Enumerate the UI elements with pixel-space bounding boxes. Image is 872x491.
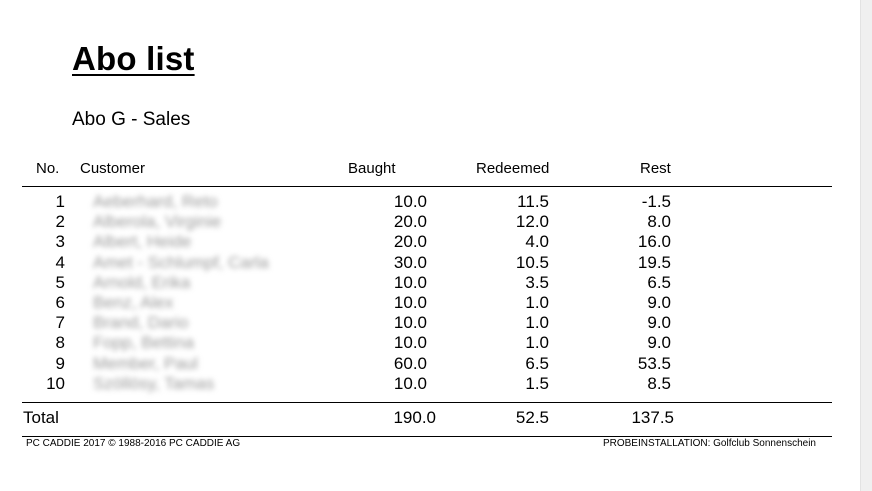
row-rest: 16.0: [637, 232, 671, 252]
row-baught: 10.0: [393, 373, 427, 393]
vertical-scrollbar[interactable]: [860, 0, 872, 491]
row-customer: Fopp, Bettina: [93, 333, 195, 353]
total-redeemed: 52.5: [515, 408, 549, 427]
column-header-redeemed: Redeemed: [476, 160, 550, 177]
table-row: 4 Amet - Schlumpf, Carla 30.0 10.5 19.5: [0, 253, 860, 273]
row-number: 1: [55, 192, 65, 211]
row-baught: 20.0: [393, 212, 427, 232]
row-baught: 10.0: [393, 313, 427, 333]
row-number: 2: [55, 212, 65, 232]
table-row: 1 Aeberhard, Reto 10.0 11.5 -1.5: [0, 192, 860, 212]
row-baught: 10.0: [393, 292, 427, 312]
row-redeemed: 10.5: [515, 252, 549, 272]
row-rest: 8.0: [647, 212, 671, 232]
table-row: 2 Alberola, Virginie 20.0 12.0 8.0: [0, 212, 860, 232]
row-number: 9: [55, 353, 65, 373]
row-number: 7: [55, 313, 65, 333]
row-baught: 10.0: [393, 192, 427, 211]
row-redeemed: 1.0: [525, 333, 549, 353]
row-customer: Benz, Alex: [93, 292, 174, 312]
row-redeemed: 1.0: [525, 313, 549, 333]
table-row: 5 Arnold, Erika 10.0 3.5 6.5: [0, 273, 860, 293]
row-customer: Albert, Heide: [93, 232, 192, 252]
row-rest: -1.5: [641, 192, 671, 211]
row-rest: 6.5: [647, 272, 671, 292]
row-redeemed: 11.5: [517, 192, 549, 211]
footer-copyright: PC CADDIE 2017 © 1988-2016 PC CADDIE AG: [26, 438, 241, 449]
row-customer: Arnold, Erika: [93, 272, 191, 292]
row-customer: Amet - Schlumpf, Carla: [93, 252, 269, 272]
row-redeemed: 1.5: [525, 373, 549, 393]
row-rest: 53.5: [637, 353, 671, 373]
row-baught: 30.0: [393, 252, 427, 272]
row-rest: 9.0: [647, 313, 671, 333]
row-number: 5: [55, 272, 65, 292]
row-rest: 19.5: [637, 252, 671, 272]
row-customer: Member, Paul: [93, 353, 198, 373]
table-row: 7 Brand, Dario 10.0 1.0 9.0: [0, 313, 860, 333]
row-number: 4: [55, 252, 65, 272]
column-header-rest: Rest: [640, 160, 671, 177]
total-divider: [22, 402, 832, 403]
report-subtitle: Abo G - Sales: [72, 109, 191, 130]
table-body: 1 Aeberhard, Reto 10.0 11.5 -1.5 2 Alber…: [0, 192, 860, 394]
row-redeemed: 6.5: [525, 353, 549, 373]
row-rest: 9.0: [647, 292, 671, 312]
table-row: 10 Szöllösy, Tamas 10.0 1.5 8.5: [0, 374, 860, 394]
header-divider: [22, 186, 832, 187]
row-customer: Szöllösy, Tamas: [93, 373, 215, 393]
total-baught: 190.0: [393, 408, 436, 427]
column-header-baught: Baught: [348, 160, 396, 177]
footer-installation: PROBEINSTALLATION: Golfclub Sonnenschein: [602, 438, 816, 449]
table-row: 3 Albert, Heide 20.0 4.0 16.0: [0, 232, 860, 252]
table-row: 8 Fopp, Bettina 10.0 1.0 9.0: [0, 333, 860, 353]
row-number: 3: [55, 232, 65, 252]
row-baught: 20.0: [393, 232, 427, 252]
footer-divider: [22, 436, 832, 437]
row-redeemed: 12.0: [515, 212, 549, 232]
table-row: 6 Benz, Alex 10.0 1.0 9.0: [0, 293, 860, 313]
row-number: 10: [46, 373, 65, 393]
row-number: 6: [55, 292, 65, 312]
row-redeemed: 4.0: [525, 232, 549, 252]
row-rest: 8.5: [647, 373, 671, 393]
total-label: Total: [23, 408, 59, 427]
row-baught: 60.0: [393, 353, 427, 373]
row-baught: 10.0: [393, 333, 427, 353]
row-customer: Brand, Dario: [93, 313, 189, 333]
total-rest: 137.5: [631, 408, 674, 427]
row-number: 8: [55, 333, 65, 353]
row-customer: Aeberhard, Reto: [93, 192, 218, 211]
row-redeemed: 3.5: [525, 272, 549, 292]
row-redeemed: 1.0: [525, 292, 549, 312]
row-rest: 9.0: [647, 333, 671, 353]
row-customer: Alberola, Virginie: [93, 212, 222, 232]
report-title: Abo list: [72, 40, 195, 77]
table-row: 9 Member, Paul 60.0 6.5 53.5: [0, 354, 860, 374]
column-header-customer: Customer: [80, 160, 146, 177]
row-baught: 10.0: [393, 272, 427, 292]
column-header-no: No.: [36, 160, 60, 177]
